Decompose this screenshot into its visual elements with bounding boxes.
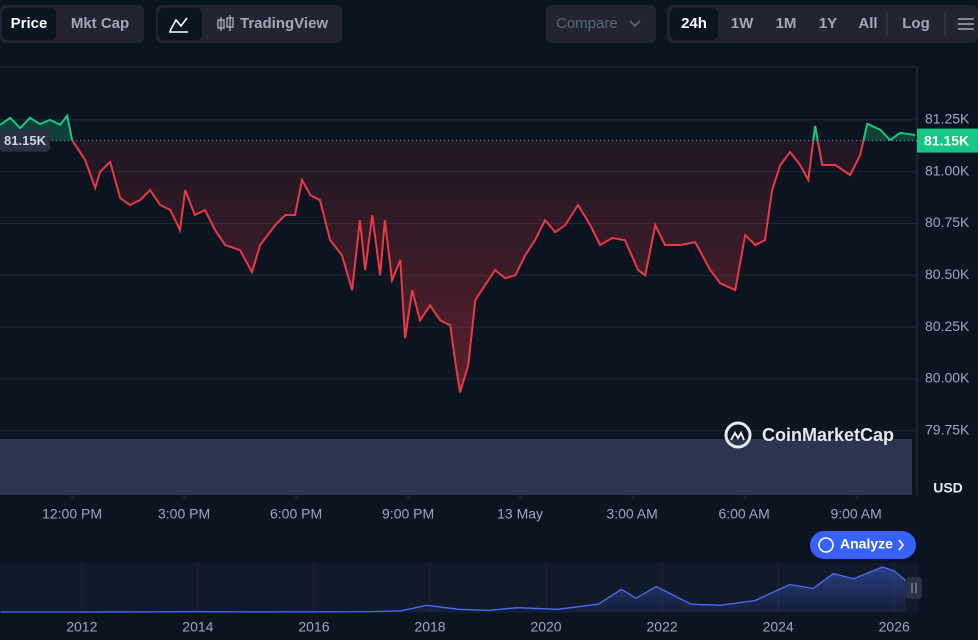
x-tick-label: 3:00 PM: [158, 506, 210, 522]
watermark: CoinMarketCap: [762, 425, 894, 445]
currency: USD: [933, 480, 963, 496]
chevron: [629, 20, 641, 28]
navigator-handle[interactable]: [906, 577, 922, 599]
y-tick-label: 81.00K: [925, 162, 970, 178]
navigator-tick-label: 2024: [763, 619, 794, 635]
navigator-tick-label: 2026: [879, 619, 910, 635]
volume-area: [0, 439, 912, 495]
log-toggle[interactable]: Log: [902, 15, 930, 32]
range[interactable]: 1M: [776, 15, 797, 32]
price-badge: [917, 128, 978, 153]
y-tick-label: 80.25K: [925, 318, 970, 334]
logo-mark: [730, 430, 745, 441]
x-tick-label: 3:00 AM: [606, 506, 657, 522]
navigator-tick-label: 2022: [647, 619, 678, 635]
x-tick-label: 12:00 PM: [42, 506, 102, 522]
x-tick-label: 6:00 AM: [718, 506, 769, 522]
tab-active: [2, 8, 56, 40]
y-tick-label: 81.25K: [925, 111, 970, 127]
navigator-tick-label: 2014: [182, 619, 213, 635]
y-tick-label: 80.75K: [925, 214, 970, 230]
mode-group: [156, 5, 342, 43]
navigator-tick-label: 2018: [414, 619, 445, 635]
settings-icon[interactable]: [958, 18, 974, 30]
navigator-tick-label: 2020: [530, 619, 561, 635]
navigator-tick-label: 2012: [66, 619, 97, 635]
range[interactable]: All: [858, 15, 877, 32]
analyze-icon: [818, 537, 834, 553]
compare-button[interactable]: [546, 5, 656, 43]
y-tick-label: 79.75K: [925, 421, 970, 437]
navigator-area: [0, 567, 906, 612]
navigator-tick-label: 2016: [298, 619, 329, 635]
x-tick-label: 6:00 PM: [270, 506, 322, 522]
price-badge-label: 81.15K: [924, 132, 969, 148]
analyze-button[interactable]: [810, 531, 916, 559]
mode[interactable]: TradingView: [240, 15, 328, 32]
candle-icon: [217, 15, 234, 31]
y-tick-label: 80.00K: [925, 370, 970, 386]
handle-grip: [911, 583, 917, 593]
x-tick-label: 13 May: [497, 506, 543, 522]
price-label-left: 81.15K: [4, 133, 47, 148]
line-icon: [169, 17, 188, 33]
range-group: [667, 5, 978, 43]
range[interactable]: 1Y: [819, 15, 837, 32]
price-line-down: [71, 140, 892, 393]
chevron: [898, 539, 905, 551]
x-tick-label: 9:00 AM: [830, 506, 881, 522]
range[interactable]: 24h: [681, 15, 707, 32]
range[interactable]: 1W: [731, 15, 754, 32]
tab[interactable]: Price: [11, 15, 48, 32]
y-tick-label: 80.50K: [925, 266, 970, 282]
range-active: [670, 8, 718, 40]
price-area-down: [0, 140, 916, 393]
compare[interactable]: Compare: [556, 15, 618, 32]
tab[interactable]: Mkt Cap: [71, 15, 129, 32]
navigator-line: [0, 566, 907, 613]
x-tick-label: 9:00 PM: [382, 506, 434, 522]
analyze-label[interactable]: Analyze: [840, 536, 893, 552]
price-badge-left: [0, 129, 50, 152]
logo: [724, 421, 752, 449]
